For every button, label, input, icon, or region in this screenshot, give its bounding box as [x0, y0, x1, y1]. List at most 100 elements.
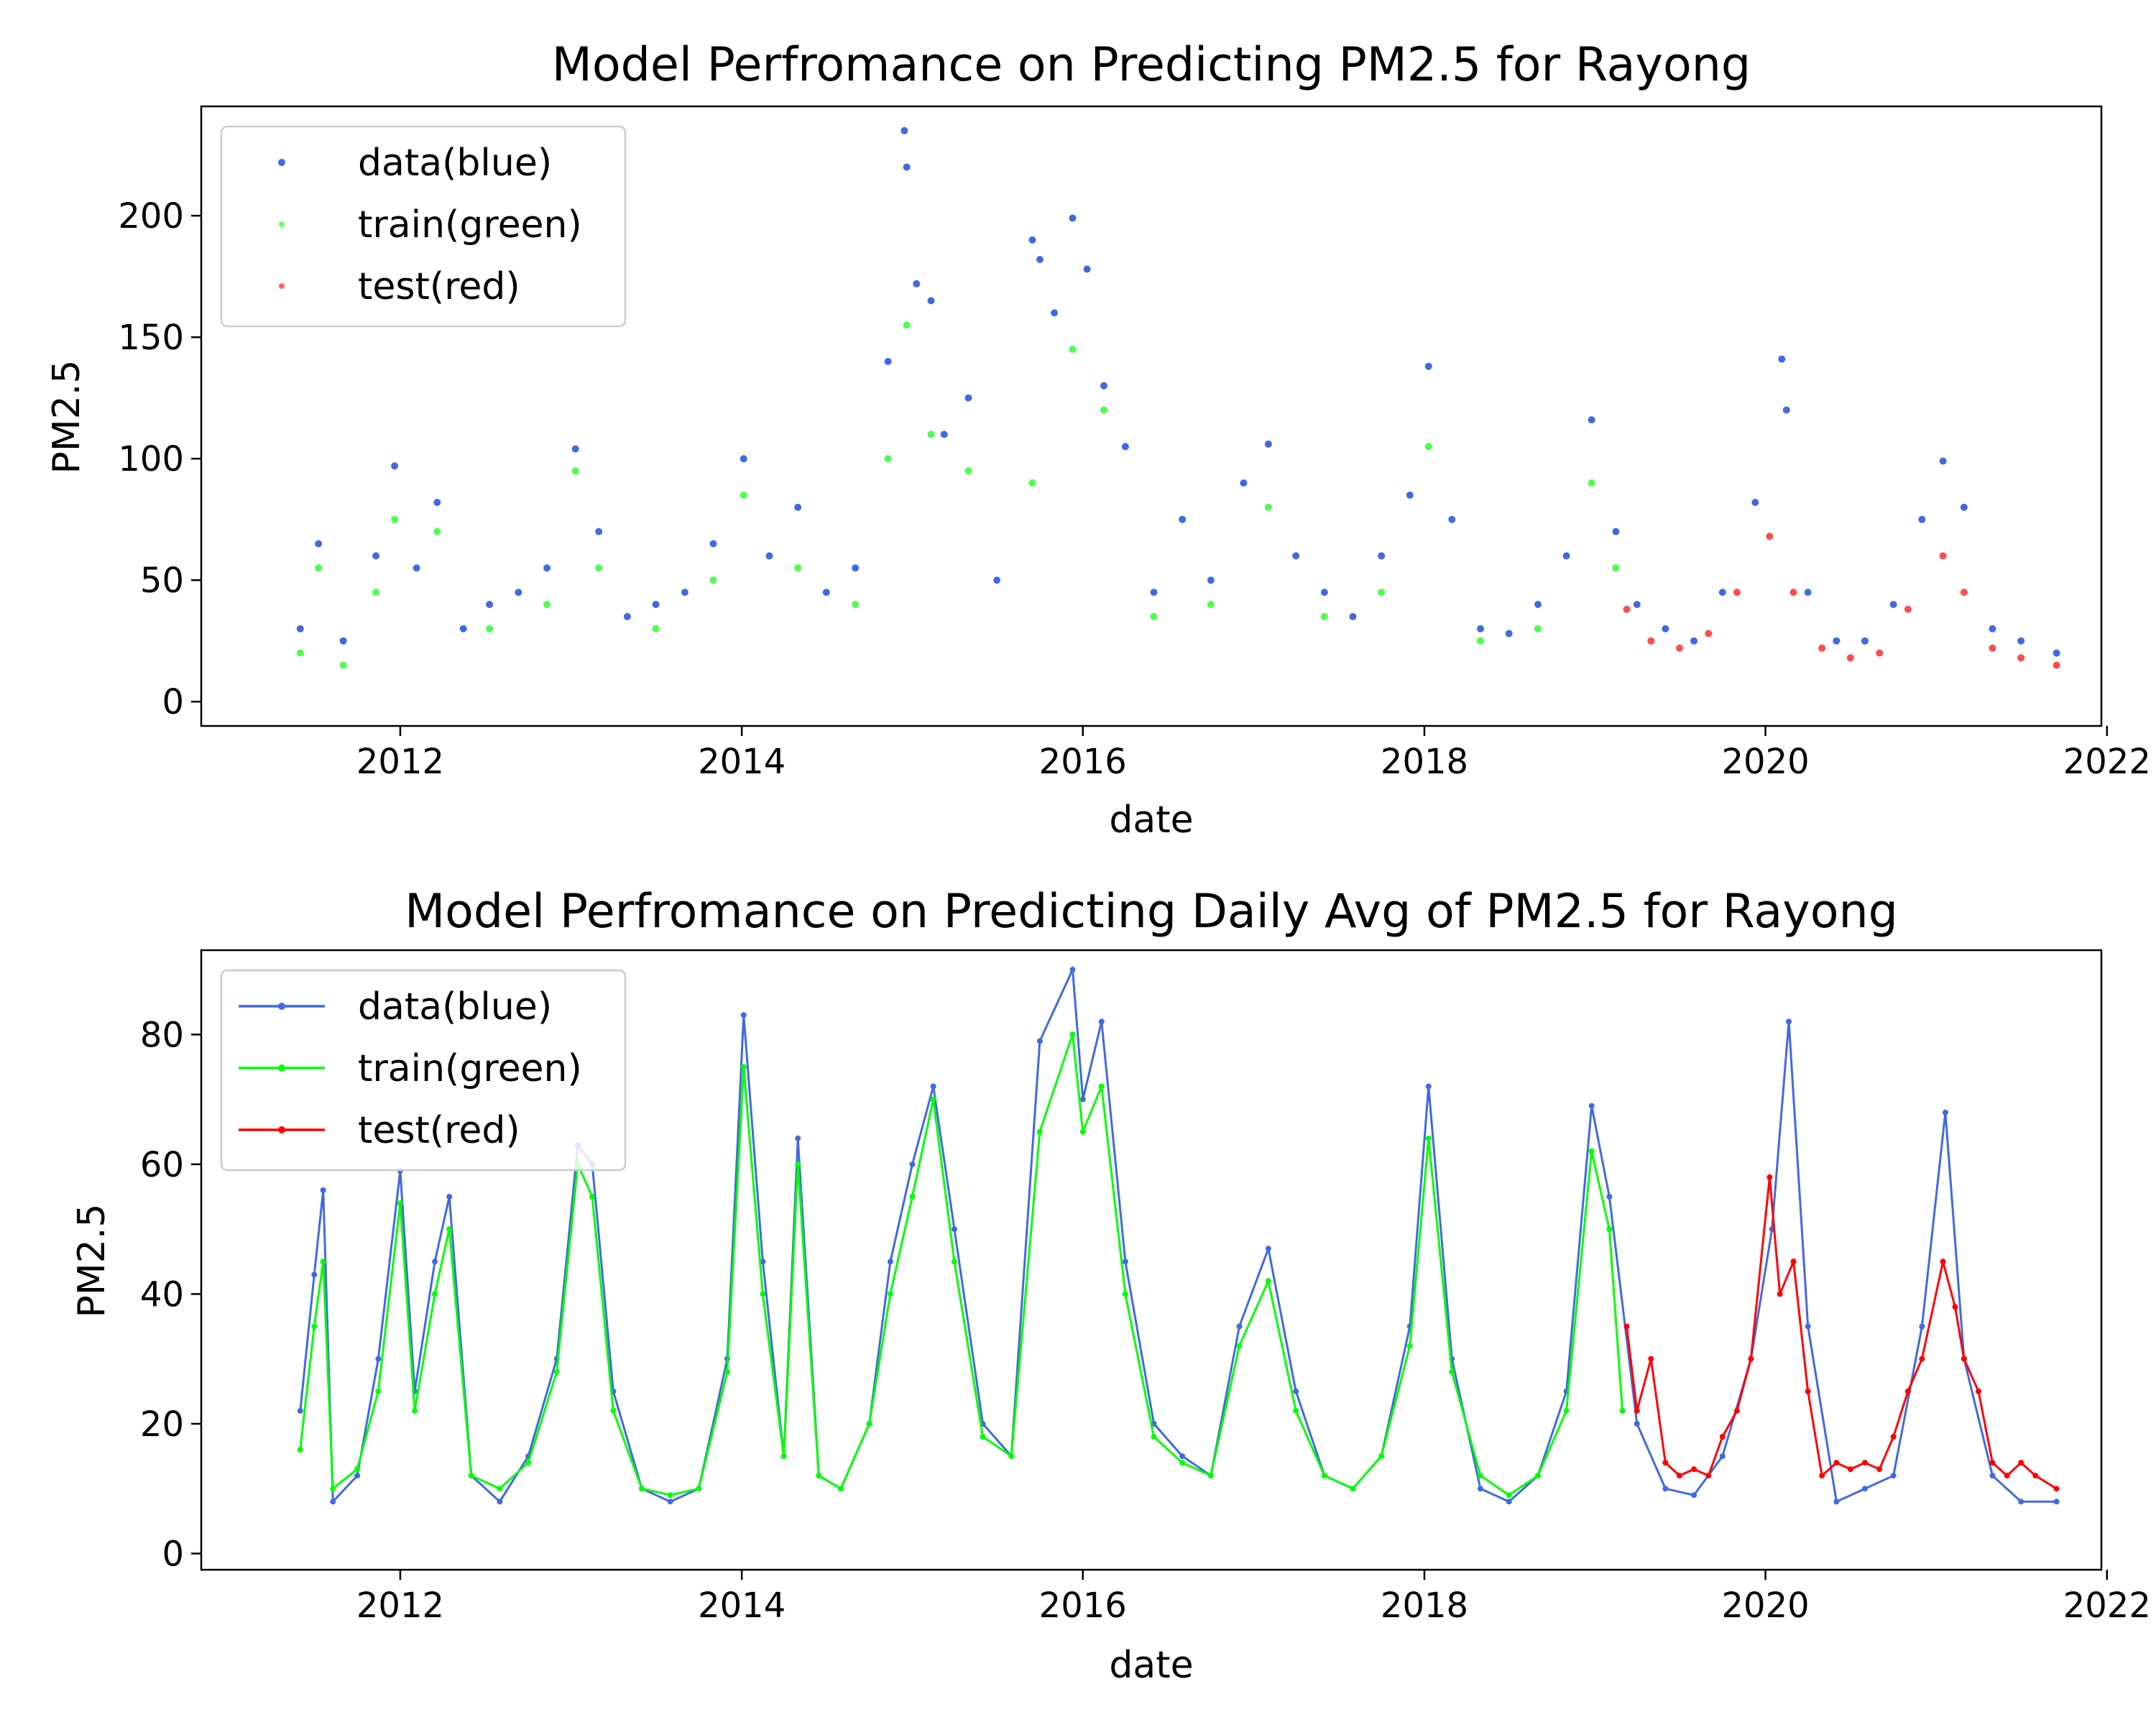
chart-bottom-x-tick-4: 2020: [1721, 1570, 1810, 1626]
chart-bottom-point-data-18: [667, 1499, 673, 1505]
chart-bottom-point-test-6: [1705, 1473, 1712, 1479]
chart-bottom-x-tick-3: 2018: [1381, 1570, 1468, 1626]
chart-bottom-point-train-47: [1378, 1453, 1385, 1459]
chart-top-point-data-13: [623, 612, 631, 620]
chart-top-point-test-3: [1705, 630, 1713, 638]
chart-top-point-data-63: [1833, 637, 1841, 645]
chart-bottom-frame: [200, 949, 2103, 1571]
chart-top-point-test-1: [1647, 637, 1655, 645]
chart-bottom-point-data-52: [1506, 1499, 1512, 1505]
chart-bottom-point-train-36: [1079, 1128, 1086, 1135]
chart-bottom-point-test-12: [1790, 1259, 1797, 1265]
chart-bottom-y-tick-4: 80: [140, 1015, 201, 1055]
chart-bottom-point-train-5: [375, 1388, 382, 1394]
chart-top-point-train-4: [391, 515, 399, 523]
chart-top-point-data-29: [993, 576, 1001, 584]
chart-bottom-point-test-14: [1819, 1473, 1825, 1479]
chart-top-point-train-30: [1588, 479, 1595, 487]
chart-top-point-train-1: [315, 564, 323, 572]
chart-top-point-data-39: [1207, 576, 1215, 584]
chart-bottom-legend-entry-test: test(red): [239, 1109, 520, 1152]
chart-bottom-point-test-29: [2032, 1473, 2039, 1479]
chart-bottom-point-train-52: [1506, 1492, 1512, 1499]
chart-top-point-data-2: [339, 637, 347, 645]
chart-bottom-point-train-0: [297, 1447, 303, 1453]
chart-top-point-data-47: [1424, 362, 1432, 370]
chart-bottom-point-train-43: [1265, 1278, 1271, 1284]
chart-bottom-point-train-39: [1151, 1434, 1157, 1440]
chart-bottom-point-train-32: [980, 1434, 986, 1440]
chart-top-point-data-48: [1448, 515, 1456, 523]
chart-bottom-point-test-17: [1862, 1460, 1868, 1466]
chart-top-x-tick-label-3: 2018: [1381, 742, 1468, 782]
chart-bottom-point-data-35: [1069, 967, 1076, 973]
chart-bottom-legend-box: [220, 969, 627, 1172]
chart-top-point-data-46: [1406, 491, 1414, 499]
chart-top-point-data-14: [652, 601, 660, 608]
chart-bottom-point-train-49: [1425, 1135, 1432, 1141]
chart-top-point-train-18: [964, 467, 972, 475]
chart-top-point-train-11: [709, 576, 717, 584]
chart-bottom-point-train-8: [432, 1291, 438, 1297]
chart-top-point-test-8: [1846, 654, 1854, 662]
chart-top-point-data-58: [1718, 589, 1726, 597]
chart-top-point-train-2: [339, 661, 347, 669]
chart-bottom-point-train-48: [1406, 1343, 1413, 1349]
chart-bottom-point-train-44: [1293, 1407, 1299, 1414]
chart-top-legend-label-train: train(green): [358, 203, 582, 247]
chart-top-point-train-28: [1477, 637, 1484, 645]
chart-top-point-data-23: [900, 126, 908, 134]
chart-bottom-y-tick-0: 0: [162, 1534, 201, 1574]
chart-bottom-y-tick-label-3: 60: [140, 1145, 184, 1185]
chart-bottom-y-tick-label-4: 80: [140, 1015, 184, 1055]
chart-top-point-data-33: [1069, 214, 1077, 222]
chart-bottom-point-test-7: [1719, 1434, 1726, 1440]
chart-top-point-data-66: [1918, 515, 1926, 523]
chart-bottom-legend-label-train: train(green): [358, 1047, 582, 1090]
chart-bottom-marks: [297, 965, 2060, 1505]
chart-bottom-point-train-3: [330, 1486, 336, 1492]
chart-top-y-tick-1: 50: [140, 561, 201, 601]
chart-top-point-data-49: [1477, 625, 1484, 632]
chart-bottom-point-train-11: [497, 1486, 503, 1492]
chart-bottom-point-test-22: [1940, 1259, 1946, 1265]
chart-bottom-point-train-57: [1619, 1407, 1626, 1414]
chart-bottom-point-data-57: [1634, 1420, 1640, 1427]
chart-top-point-train-22: [1150, 612, 1158, 620]
chart-bottom-y-tick-label-2: 40: [140, 1274, 184, 1315]
chart-bottom-point-train-29: [909, 1194, 916, 1200]
chart-top-point-data-31: [1036, 256, 1044, 263]
chart-bottom-point-data-51: [1478, 1486, 1483, 1492]
chart-top-point-data-0: [296, 625, 304, 632]
chart-top-x-axis: 2012 2014 2016 2018 2020 2022: [356, 726, 2151, 782]
chart-top-point-train-7: [543, 601, 551, 608]
chart-bottom-point-train-31: [952, 1259, 957, 1265]
chart-bottom: Model Perfromance on Predicting Daily Av…: [70, 885, 2151, 1687]
chart-bottom-point-data-3: [330, 1499, 336, 1505]
chart-top-legend-label-data: data(blue): [358, 142, 552, 185]
chart-bottom-point-test-9: [1748, 1356, 1754, 1362]
chart-bottom-point-test-25: [1976, 1388, 1981, 1394]
chart-bottom-point-data-21: [740, 1012, 747, 1018]
chart-bottom-y-tick-1: 20: [140, 1404, 201, 1445]
chart-top-point-data-7: [459, 625, 467, 632]
chart-bottom-point-data-38: [1122, 1259, 1128, 1265]
chart-top-y-tick-4: 200: [118, 196, 201, 236]
chart-bottom-point-test-3: [1662, 1460, 1669, 1466]
chart-bottom-point-test-13: [1805, 1388, 1811, 1394]
chart-bottom-point-train-26: [838, 1486, 844, 1492]
chart-bottom-point-data-8: [432, 1259, 438, 1265]
chart-bottom-point-train-25: [816, 1473, 822, 1479]
chart-top-x-tick-4: 2020: [1721, 726, 1810, 782]
chart-bottom-point-test-23: [1952, 1304, 1958, 1310]
chart-bottom-point-train-18: [667, 1492, 673, 1499]
chart-bottom-legend: data(blue) train(green) test(red): [220, 969, 627, 1172]
chart-bottom-point-data-43: [1265, 1246, 1271, 1252]
chart-top-point-test-9: [1876, 649, 1884, 657]
chart-top-series-train: [296, 321, 1620, 669]
chart-bottom-point-data-63: [1786, 1018, 1792, 1025]
chart-top-point-data-68: [1960, 503, 1968, 511]
chart-top-x-tick-label-5: 2022: [2063, 742, 2151, 782]
chart-top: Model Perfromance on Predicting PM2.5 fo…: [45, 38, 2151, 842]
chart-bottom-point-data-49: [1425, 1083, 1432, 1090]
